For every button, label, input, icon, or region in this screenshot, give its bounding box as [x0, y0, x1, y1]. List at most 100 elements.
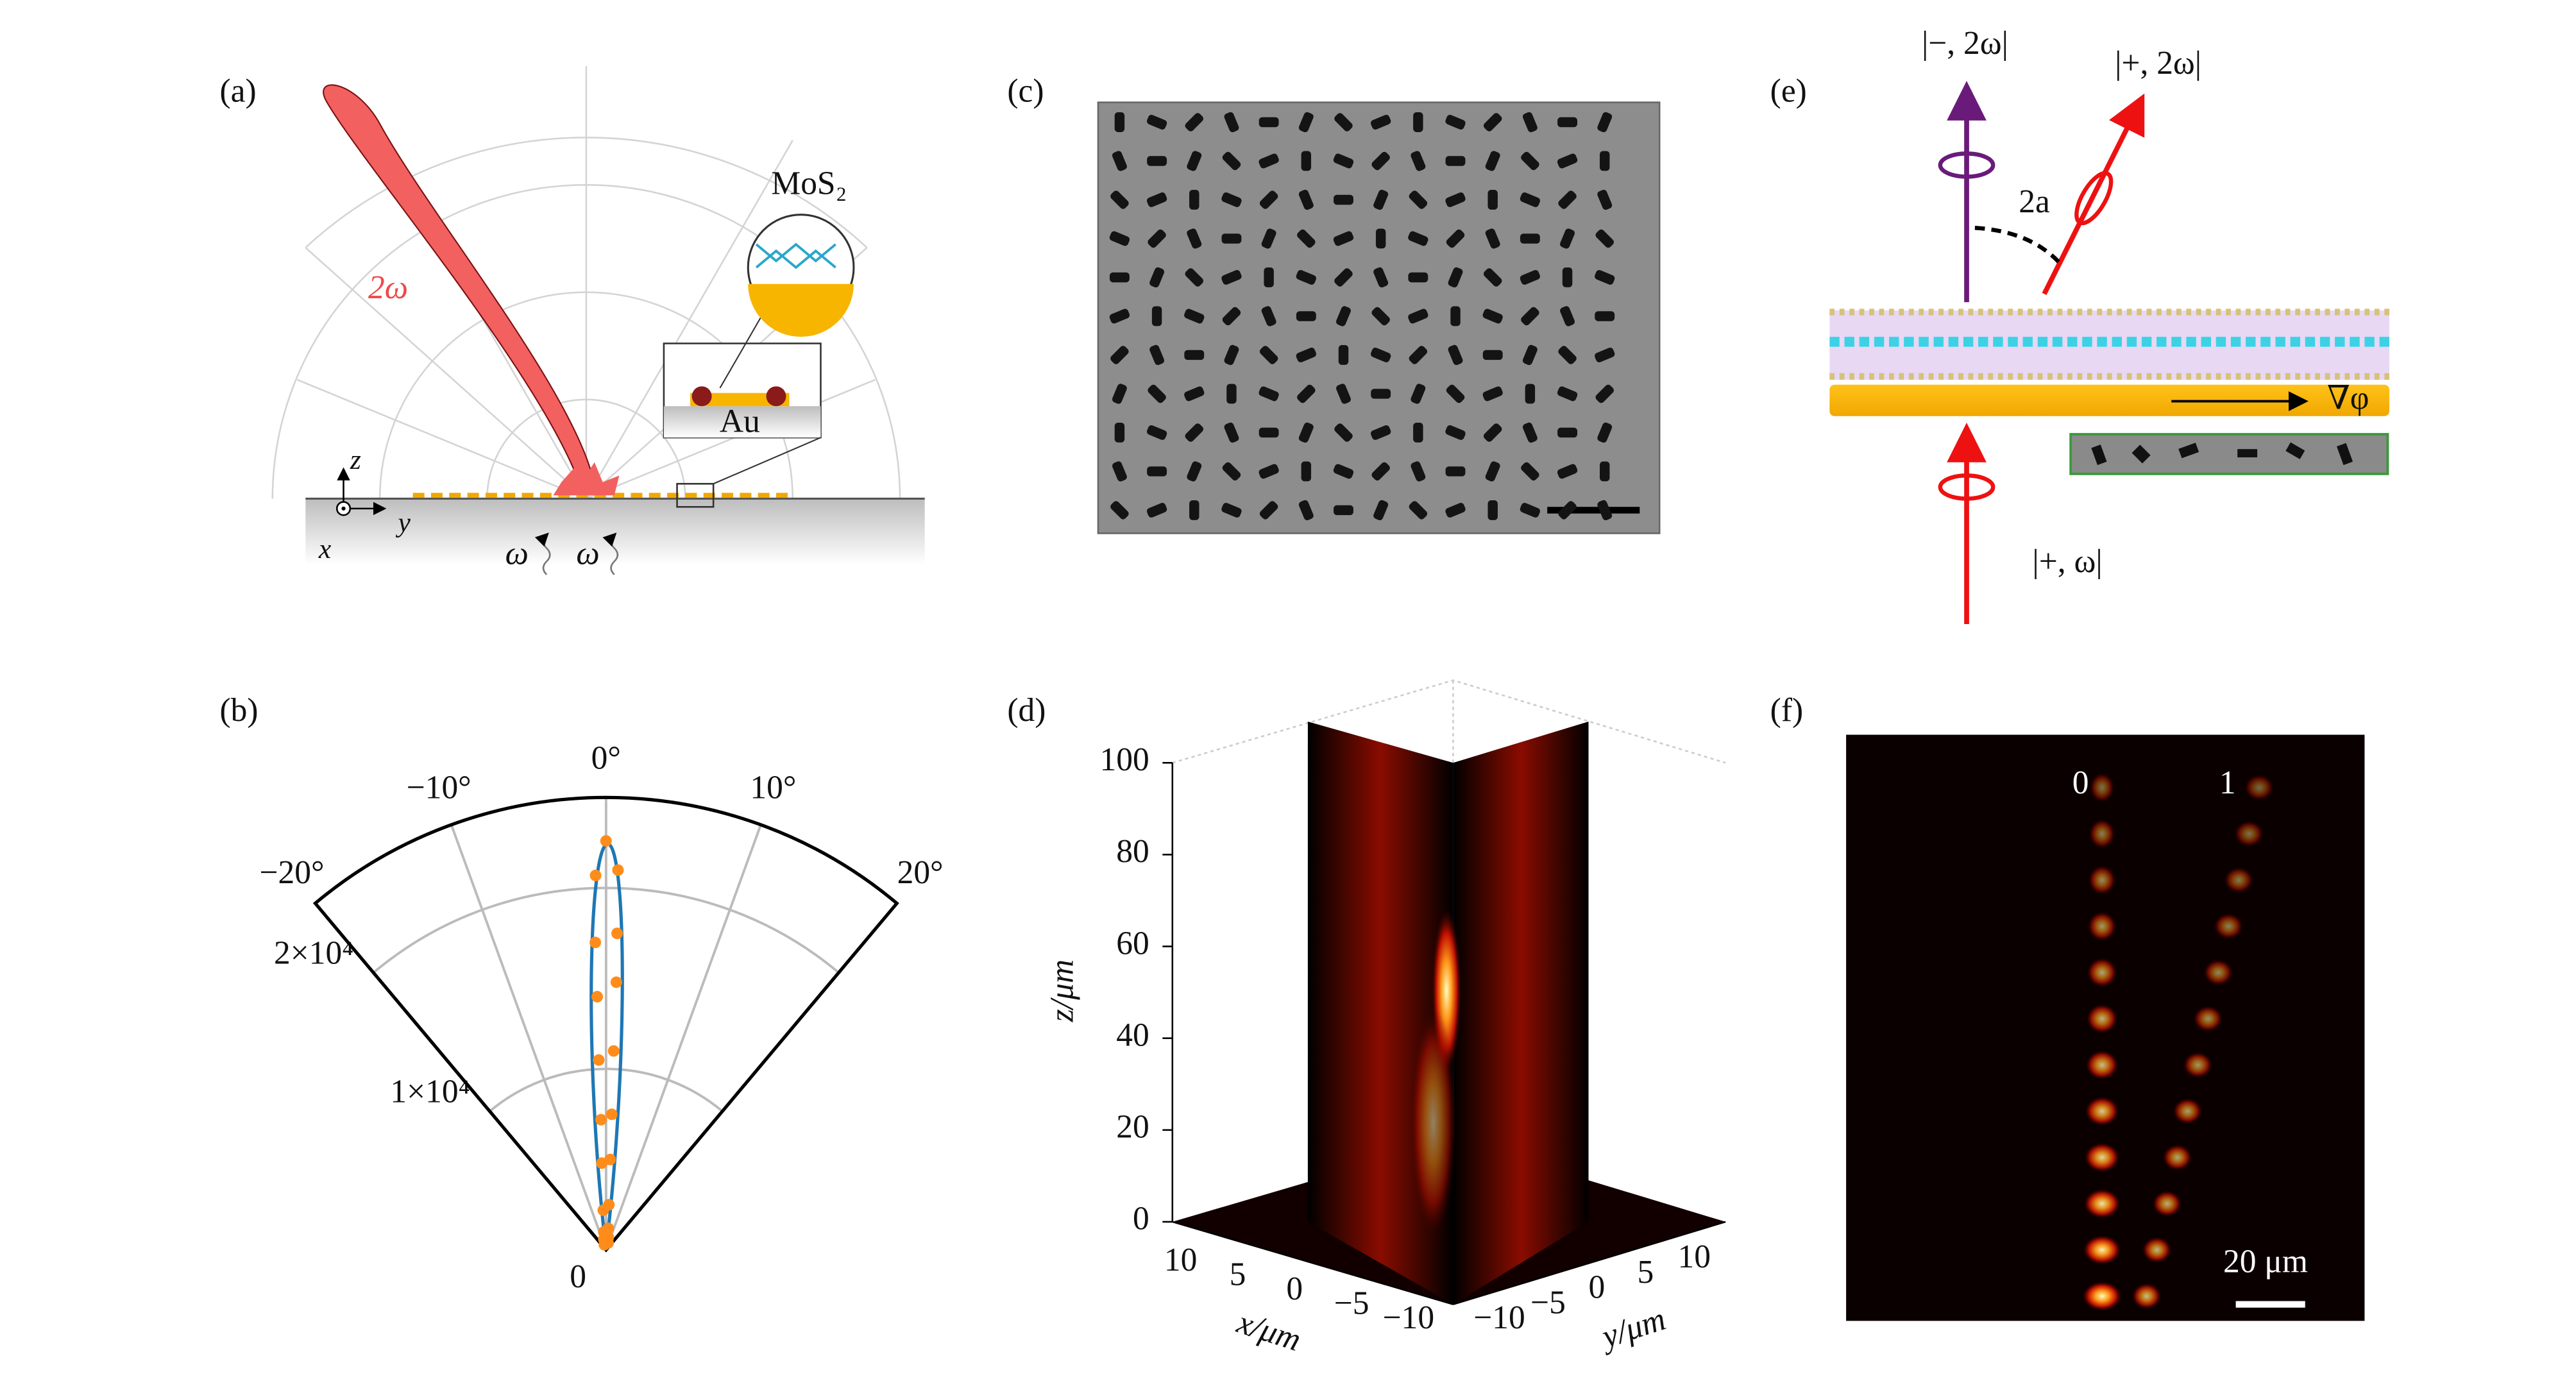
nanohole	[1187, 461, 1202, 482]
z-tick-label: 60	[1116, 925, 1149, 961]
beam-spot	[2224, 867, 2254, 893]
nanohole	[1597, 500, 1613, 521]
nanohole	[1187, 228, 1202, 249]
beam-spot	[2087, 958, 2117, 988]
nanohole	[1597, 112, 1613, 133]
nanohole	[1522, 344, 1538, 366]
nanohole	[1485, 151, 1500, 171]
nanohole	[1522, 112, 1538, 133]
nanohole	[1296, 311, 1316, 321]
nanohole	[1184, 386, 1205, 402]
nanohole	[1487, 190, 1498, 210]
nanohole	[1259, 346, 1278, 364]
angle-label: 2a	[2019, 183, 2050, 220]
nanohole	[1334, 113, 1353, 131]
panel-e: |−, 2ω| |+, 2ω| 2a ∇φ |+, ω|	[1829, 25, 2390, 625]
nanohole	[1595, 384, 1614, 403]
substrate-label: Au	[720, 403, 760, 439]
nanohole	[1522, 422, 1538, 443]
nanohole	[1298, 422, 1314, 443]
nanohole	[1148, 229, 1166, 248]
nanohole	[1296, 347, 1316, 362]
nanohole	[1521, 462, 1539, 481]
grid-line	[450, 824, 607, 1251]
nanohole	[1221, 502, 1242, 518]
pump-label: ω	[505, 535, 529, 571]
axis-label: y	[395, 507, 411, 538]
beam-spot	[2152, 1190, 2182, 1217]
nanohole	[1450, 306, 1461, 326]
yz-image	[1453, 721, 1589, 1305]
panel-label: (f)	[1770, 692, 1803, 729]
panel-label: (a)	[219, 73, 256, 110]
beam-spot	[2089, 818, 2115, 849]
nanohole	[1109, 309, 1130, 324]
nanohole	[1595, 270, 1615, 285]
nanohole	[1184, 309, 1205, 324]
nanohole	[1520, 192, 1541, 207]
nanohole	[1112, 384, 1127, 404]
nanohole	[1146, 115, 1167, 130]
nanohole	[1445, 466, 1466, 477]
nanohole	[1301, 151, 1312, 171]
nanohole	[1297, 229, 1316, 248]
nanohole	[1334, 505, 1353, 516]
beam-label: |+, ω|	[2032, 543, 2102, 580]
beam-spot	[2086, 1004, 2118, 1034]
nanohole	[1373, 500, 1389, 521]
nanohole	[1409, 501, 1428, 520]
beam-spot	[2193, 1005, 2223, 1032]
beam-spot	[2234, 820, 2264, 847]
axis-label: x	[318, 534, 332, 564]
nanohole	[1336, 384, 1351, 404]
nanohole	[1258, 117, 1279, 128]
material-label: MoS₂	[771, 165, 847, 202]
nanohole	[1297, 384, 1316, 403]
beam-spot	[2083, 1235, 2121, 1265]
data-point	[589, 936, 602, 949]
nanohole	[1259, 501, 1278, 520]
beam-spot	[2084, 1142, 2120, 1172]
grid-line	[605, 824, 762, 1251]
beam-spot	[2244, 774, 2275, 801]
polar-frame	[312, 795, 899, 1253]
nanohole	[1296, 270, 1316, 285]
beam-spot	[2088, 865, 2116, 895]
nanohole	[1600, 461, 1610, 482]
nanohole	[1373, 189, 1389, 210]
data-point	[596, 1157, 608, 1169]
z-axis-label: z/μm	[1044, 960, 1080, 1022]
nanohole	[1185, 423, 1204, 442]
nanohole	[1224, 422, 1239, 443]
nanohole	[1482, 386, 1503, 402]
nanohole	[1483, 268, 1502, 287]
nanohole	[1487, 500, 1498, 520]
substrate	[305, 498, 925, 565]
nanohole	[1222, 462, 1241, 481]
scale-label: 20 μm	[2223, 1244, 2308, 1280]
nanohole	[1411, 384, 1426, 404]
nanohole	[1560, 228, 1575, 249]
nanohole	[1146, 425, 1167, 440]
theta-tick-label: −10°	[407, 769, 471, 806]
panel-label: (c)	[1007, 73, 1044, 110]
data-point	[611, 927, 623, 940]
nanohole	[1258, 386, 1279, 402]
nanohole	[1189, 190, 1199, 210]
nanohole	[1333, 153, 1354, 169]
nanohole	[1446, 229, 1465, 248]
nanohole	[1338, 345, 1349, 365]
z-tick-label: 100	[1100, 741, 1149, 778]
theta-tick-label: 20°	[897, 854, 944, 891]
beam-spot	[2083, 1189, 2121, 1219]
nanohole	[1445, 115, 1466, 130]
x-tick-label: −5	[1334, 1285, 1369, 1322]
theta-tick-label: 10°	[750, 769, 796, 806]
nanohole	[1371, 115, 1391, 130]
nanohole	[1114, 112, 1125, 132]
nanohole	[1258, 153, 1279, 169]
nanohole	[1562, 267, 1573, 287]
data-point	[607, 1045, 620, 1057]
